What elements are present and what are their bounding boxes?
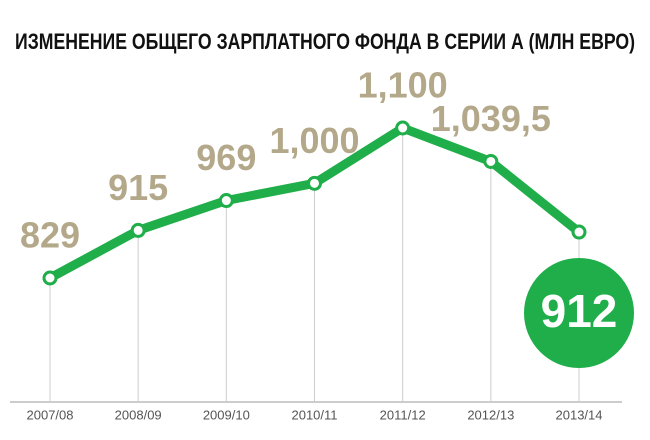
point bbox=[130, 222, 146, 238]
x-tick-label: 2010/11 bbox=[291, 407, 337, 422]
x-tick-label: 2008/09 bbox=[115, 407, 162, 422]
highlight-circle bbox=[524, 258, 634, 368]
point bbox=[307, 175, 322, 191]
value-label: 915 bbox=[108, 167, 168, 208]
point bbox=[218, 193, 234, 209]
value-label: 1,100 bbox=[358, 65, 448, 106]
value-label: 1,000 bbox=[269, 120, 359, 161]
value-label: 912 bbox=[541, 285, 618, 337]
point bbox=[395, 120, 411, 136]
point bbox=[571, 224, 587, 240]
value-label: 969 bbox=[196, 137, 256, 178]
x-tick-label: 2011/12 bbox=[380, 407, 426, 422]
point bbox=[42, 270, 58, 286]
x-tick-label: 2009/10 bbox=[203, 407, 250, 422]
chart-title: ИЗМЕНЕНИЕ ОБЩЕГО ЗАРПЛАТНОГО ФОНДА В СЕР… bbox=[15, 29, 635, 54]
point bbox=[483, 153, 499, 169]
value-label: 1,039,5 bbox=[431, 98, 551, 139]
x-tick-label: 2012/13 bbox=[467, 407, 514, 422]
x-tick-label: 2007/08 bbox=[27, 407, 74, 422]
x-tick-label: 2013/14 bbox=[556, 407, 603, 422]
value-label: 829 bbox=[20, 215, 80, 256]
